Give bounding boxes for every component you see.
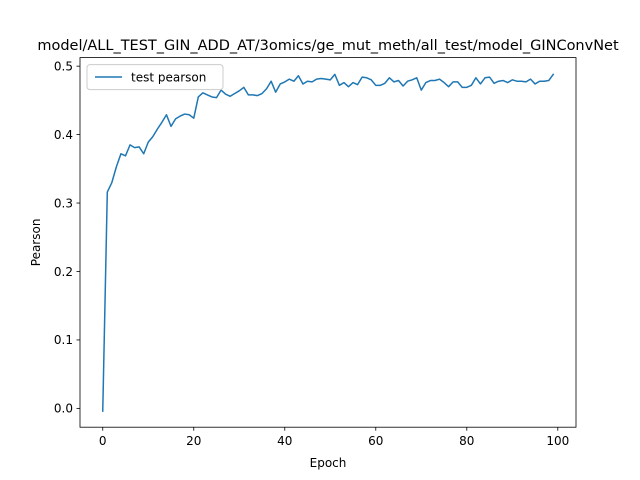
y-tick-label: 0.0 xyxy=(54,402,73,416)
legend-box xyxy=(86,64,224,91)
axes-frame xyxy=(79,57,577,428)
x-tick-label: 0 xyxy=(99,434,107,448)
y-tick-label: 0.2 xyxy=(54,265,73,279)
legend: test pearson xyxy=(86,64,224,91)
y-tick-label: 0.3 xyxy=(54,196,73,210)
y-tick-label: 0.1 xyxy=(54,333,73,347)
y-tick-label: 0.5 xyxy=(54,59,73,73)
x-tick-label: 20 xyxy=(186,434,201,448)
series-line-test-pearson xyxy=(101,73,555,412)
legend-label-test-pearson: test pearson xyxy=(131,70,206,84)
y-tick-label: 0.4 xyxy=(54,128,73,142)
x-tick-label: 100 xyxy=(546,434,569,448)
y-axis-label: Pearson xyxy=(29,219,43,267)
x-tick-label: 40 xyxy=(277,434,292,448)
y-axis-ticks: 0.0 0.1 0.2 0.3 0.4 0.5 xyxy=(54,59,80,416)
x-axis-ticks: 0 20 40 60 80 100 xyxy=(99,427,569,448)
chart-title: model/ALL_TEST_GIN_ADD_AT/3omics/ge_mut_… xyxy=(37,38,619,54)
x-axis-label: Epoch xyxy=(310,456,347,470)
x-tick-label: 80 xyxy=(459,434,474,448)
x-tick-label: 60 xyxy=(368,434,383,448)
